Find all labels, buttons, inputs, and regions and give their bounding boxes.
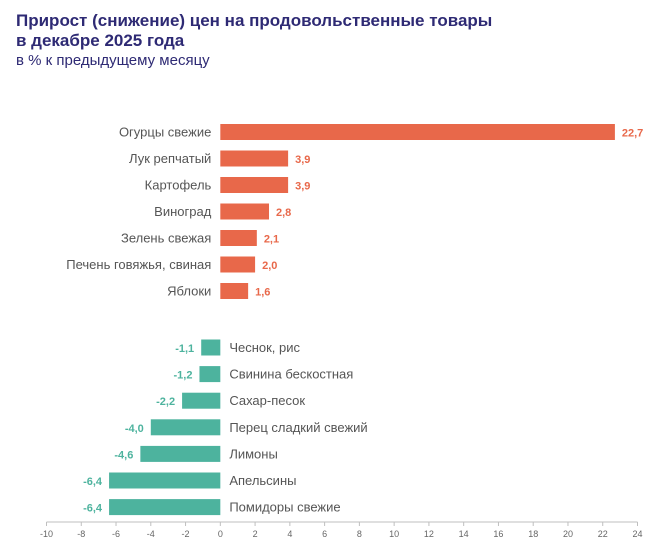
bar-negative [201,339,221,356]
bar-negative [109,472,221,489]
bar-value-label: 3,9 [295,181,310,193]
x-axis-tick-label: 0 [218,529,223,539]
bar-category-label: Печень говяжья, свиная [66,257,211,272]
x-axis-tick-label: 22 [598,529,608,539]
bar-category-label: Лук репчатый [129,151,211,166]
bar-category-label: Яблоки [167,284,211,299]
bar-value-label: 2,1 [264,234,279,246]
x-axis-tick-label: -2 [182,529,190,539]
x-axis-tick-label: 2 [253,529,258,539]
x-axis-tick-label: 16 [493,529,503,539]
x-axis-tick-label: 8 [357,529,362,539]
bar-category-label: Виноград [154,204,212,219]
bar-positive [220,150,289,167]
x-axis-tick-label: 24 [632,529,642,539]
bar-value-label: -4,0 [125,423,144,435]
bar-value-label: 2,8 [276,207,291,219]
bar-value-label: -1,2 [173,370,192,382]
bar-category-label: Свинина бескостная [229,367,353,382]
x-axis-tick-label: 4 [287,529,292,539]
x-axis-tick-label: 20 [563,529,573,539]
bar-category-label: Лимоны [229,446,277,461]
bar-positive [220,283,249,299]
bar-value-label: 1,6 [255,287,270,299]
bar-value-label: -4,6 [114,449,133,461]
bar-value-label: 3,9 [295,154,310,166]
chart-title-line-2: в декабре 2025 года [16,31,185,50]
bar-category-label: Огурцы свежие [119,125,211,140]
bar-value-label: 22,7 [622,128,643,140]
bar-positive [220,230,257,246]
bar-positive [220,256,256,273]
bar-category-label: Чеснок, рис [229,340,300,355]
x-axis-tick-label: -8 [77,529,85,539]
bar-value-label: -6,4 [83,503,103,515]
bar-value-label: 2,0 [262,260,277,272]
bar-negative [182,392,221,409]
chart-title: Прирост (снижение) цен на продовольствен… [16,11,492,51]
bar-negative [150,419,221,436]
bar-value-label: -2,2 [156,396,175,408]
x-axis-tick-label: 12 [424,529,434,539]
bar-category-label: Зелень свежая [121,231,211,246]
x-axis-tick-label: -4 [147,529,155,539]
bar-category-label: Картофель [145,178,212,193]
x-axis-tick-label: 18 [528,529,538,539]
bar-positive [220,177,289,193]
x-axis-tick-label: -10 [40,529,53,539]
x-axis-tick-label: 10 [389,529,399,539]
bar-category-label: Сахар-песок [229,393,305,408]
chart-subtitle: в % к предыдущему месяцу [16,52,210,69]
bar-negative [109,499,221,516]
bar-positive [220,203,269,220]
x-axis-tick-label: 6 [322,529,327,539]
bar-negative [140,445,221,462]
x-axis-tick-label: 14 [459,529,469,539]
bar-category-label: Апельсины [229,473,296,488]
x-axis-tick-label: -6 [112,529,120,539]
bar-category-label: Помидоры свежие [229,500,340,515]
bar-positive [220,124,615,140]
bar-value-label: -6,4 [83,476,103,488]
chart-title-line-1: Прирост (снижение) цен на продовольствен… [16,11,493,30]
bar-category-label: Перец сладкий свежий [229,420,367,435]
bar-negative [199,366,221,383]
bar-value-label: -1,1 [175,343,194,355]
